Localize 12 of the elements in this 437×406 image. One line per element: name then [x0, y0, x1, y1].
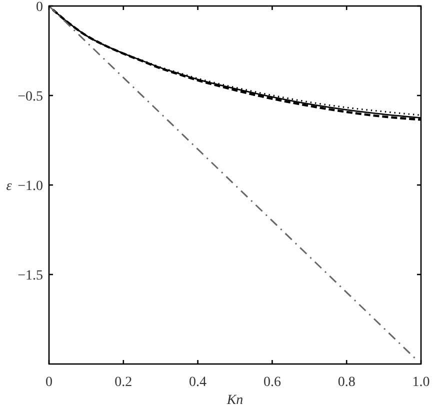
x-tick-label: 0.8: [338, 375, 356, 390]
x-tick-label: 0.6: [263, 375, 281, 390]
x-axis-title: Kn: [226, 393, 244, 406]
y-tick-label: −1.5: [18, 268, 43, 284]
y-axis-title: ε: [6, 178, 12, 194]
y-tick-label: −1.0: [18, 178, 43, 194]
x-tick-label: 1.0: [412, 375, 430, 390]
y-tick-label: 0: [36, 0, 43, 15]
x-tick-label: 0: [46, 375, 52, 390]
y-tick-label: −0.5: [18, 89, 43, 104]
x-tick-label: 0.2: [114, 375, 132, 390]
x-tick-label: 0.4: [189, 375, 207, 390]
